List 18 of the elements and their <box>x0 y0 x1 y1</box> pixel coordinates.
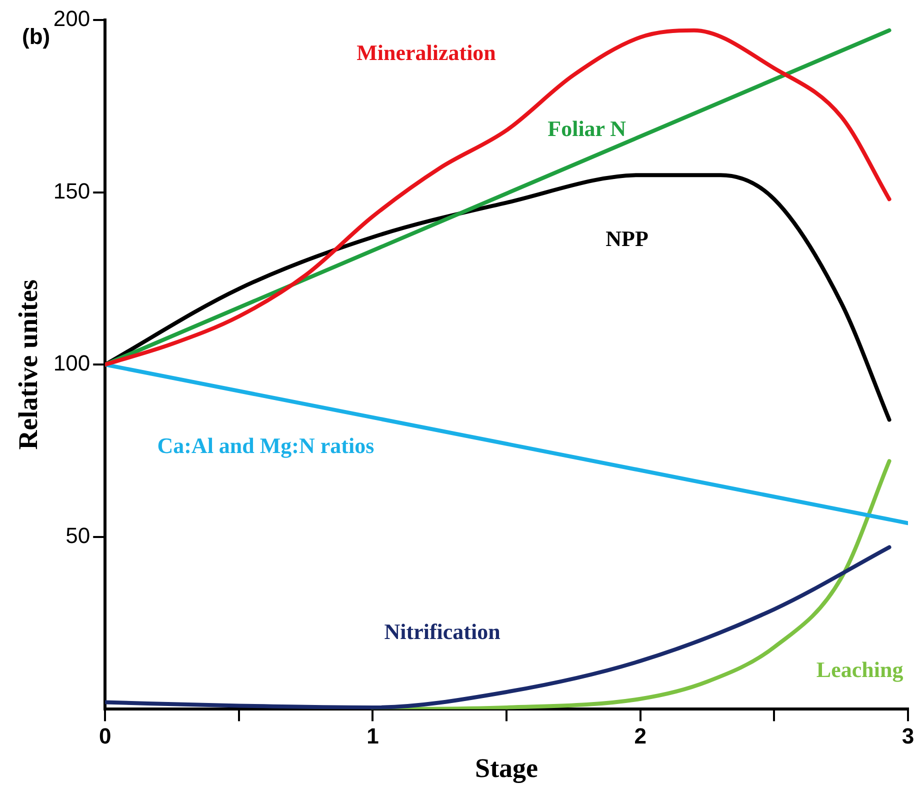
x-tick-label: 2 <box>634 723 646 748</box>
text: Mineralization <box>356 40 496 66</box>
series-label: Ca:Al and Mg:N ratios <box>157 432 375 458</box>
x-tick-label: 3 <box>902 723 914 748</box>
y-axis-title: Relative unites <box>13 279 44 450</box>
text: (b) <box>22 24 50 50</box>
series-label: Leaching <box>816 656 904 682</box>
y-tick-label: 100 <box>53 350 90 376</box>
x-tick-label: 1 <box>366 723 379 748</box>
y-tick-label: 50 <box>66 522 90 548</box>
series-label: Foliar N <box>548 116 626 141</box>
x-axis-title: Stage <box>475 752 538 783</box>
text: NPP <box>606 226 648 252</box>
y-tick-label: 200 <box>53 6 90 32</box>
line-series <box>105 28 892 367</box>
y-tick-label: 150 <box>53 178 90 204</box>
text: Nitrification <box>384 619 500 644</box>
x-tick-label: 0 <box>98 723 112 748</box>
